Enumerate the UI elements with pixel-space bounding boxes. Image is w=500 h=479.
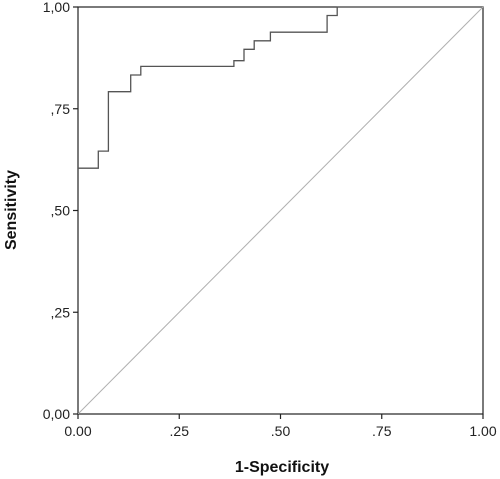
y-tick-label: 1,00 xyxy=(43,0,70,15)
x-axis-title: 1-Specificity xyxy=(235,459,329,476)
roc-curve-line xyxy=(78,6,483,169)
x-axis-ticks: 0.00 .25 .50 .75 1.00 xyxy=(64,414,497,439)
y-axis-title: Sensitivity xyxy=(3,170,20,250)
y-tick-label: ,50 xyxy=(51,203,71,219)
x-tick-label: 0.00 xyxy=(64,423,91,439)
x-tick-label: .50 xyxy=(271,423,291,439)
y-tick-label: 0,00 xyxy=(43,406,70,422)
reference-diagonal-line xyxy=(77,6,484,415)
x-tick-label: .25 xyxy=(170,423,190,439)
x-tick-label: .75 xyxy=(372,423,392,439)
x-tick-label: 1.00 xyxy=(469,423,496,439)
series-layer xyxy=(77,6,484,415)
y-tick-label: ,75 xyxy=(51,101,71,117)
y-axis-ticks: 0,00 ,25 ,50 ,75 1,00 xyxy=(43,0,78,422)
y-tick-label: ,25 xyxy=(51,304,71,320)
